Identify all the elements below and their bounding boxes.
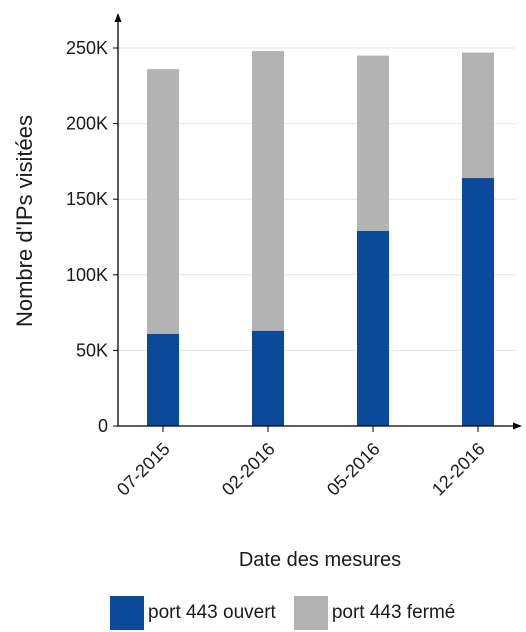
x-tick-label: 07-2015	[113, 439, 174, 500]
bar-closed-05-2016	[357, 55, 389, 231]
y-tick-label: 50K	[76, 340, 108, 360]
grid-lines	[118, 47, 516, 351]
legend-swatch-closed	[293, 596, 328, 630]
y-tick-label: 150K	[66, 189, 108, 209]
x-tick-labels: 07-2015 02-2016 05-2016 12-2016	[113, 426, 489, 500]
x-tick-label: 05-2016	[323, 439, 384, 500]
x-axis-arrow	[513, 422, 522, 430]
legend-item-closed: port 443 fermé	[293, 596, 456, 630]
y-tick-labels: 0 50K 100K 150K 200K 250K	[66, 38, 118, 436]
y-tick-label: 100K	[66, 265, 108, 285]
bar-closed-07-2015	[147, 69, 179, 334]
legend-label-closed: port 443 fermé	[331, 602, 456, 623]
x-tick-label: 12-2016	[428, 439, 489, 500]
bar-open-02-2016	[252, 330, 284, 426]
y-axis-arrow	[114, 13, 122, 22]
legend: port 443 ouvert port 443 fermé	[110, 596, 473, 630]
bar-closed-12-2016	[462, 52, 494, 179]
y-tick-label: 250K	[66, 38, 108, 58]
y-tick-label: 200K	[66, 114, 108, 134]
bars	[147, 51, 494, 426]
axes	[114, 13, 522, 430]
x-axis-title: Date des mesures	[239, 549, 401, 571]
bar-open-05-2016	[357, 230, 389, 426]
legend-item-open: port 443 ouvert	[110, 596, 276, 630]
y-tick-label: 0	[98, 416, 108, 436]
bar-closed-02-2016	[252, 51, 284, 331]
legend-label-open: port 443 ouvert	[148, 602, 276, 623]
bar-open-07-2015	[147, 333, 179, 426]
y-axis-title: Nombre d'IPs visitées	[12, 115, 37, 327]
bar-open-12-2016	[462, 178, 494, 426]
x-tick-label: 02-2016	[218, 439, 279, 500]
legend-swatch-open	[110, 596, 144, 630]
